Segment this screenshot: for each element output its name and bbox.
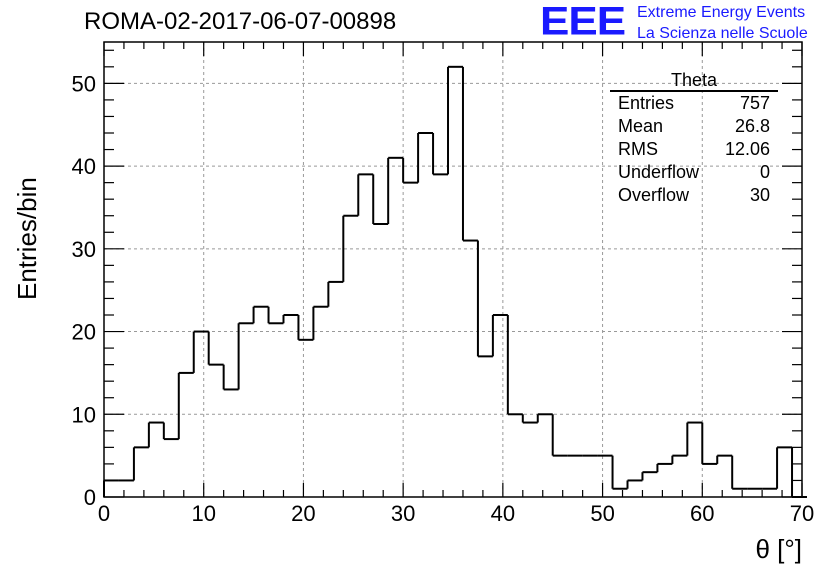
x-tick-label: 40 — [491, 501, 515, 526]
x-tick-label: 0 — [98, 501, 110, 526]
x-tick-label: 50 — [590, 501, 614, 526]
histogram-bin — [267, 306, 284, 325]
plot-frame — [103, 41, 803, 498]
histogram-bin — [387, 156, 404, 224]
histogram-bin — [252, 305, 269, 324]
eee-logo: EEE — [540, 0, 626, 44]
histogram-bin — [476, 240, 493, 358]
histogram-bin — [611, 455, 628, 490]
histogram-bin — [626, 479, 643, 489]
histogram-bin — [491, 314, 508, 357]
histogram-bin — [686, 421, 703, 456]
y-tick-label: 20 — [72, 320, 96, 345]
histogram-bin — [297, 315, 314, 341]
histogram-bin — [162, 422, 179, 441]
x-tick-label: 70 — [790, 501, 814, 526]
histogram-bin — [432, 133, 449, 176]
x-axis-label: θ [°] — [755, 534, 802, 564]
x-tick-label: 10 — [191, 501, 215, 526]
histogram-bin — [641, 471, 658, 481]
y-tick-label: 0 — [84, 485, 96, 510]
x-tick-label: 30 — [391, 501, 415, 526]
stats-value: 0 — [759, 162, 770, 182]
histogram-bin — [327, 280, 344, 307]
histogram-bin — [192, 330, 209, 373]
y-tick-label: 40 — [72, 154, 96, 179]
stats-label: RMS — [618, 139, 658, 159]
stats-label: Entries — [618, 93, 675, 113]
stats-label: Overflow — [618, 185, 690, 205]
histogram-bin — [222, 364, 239, 391]
histogram-bin — [656, 462, 673, 473]
histogram-bin — [776, 446, 793, 489]
y-tick-label: 50 — [72, 71, 96, 96]
histogram-bin — [417, 132, 434, 183]
histogram-bin — [372, 174, 389, 225]
stats-value: 12.06 — [724, 139, 770, 159]
histogram-bin — [551, 414, 568, 457]
histogram-bin — [282, 314, 299, 324]
histogram-bin — [103, 479, 119, 497]
logo-line-1: Extreme Energy Events — [637, 4, 806, 21]
stats-row: Overflow 30 — [610, 184, 778, 207]
histogram-bin — [461, 66, 478, 242]
histogram-bin — [147, 421, 164, 448]
histogram-bin — [357, 173, 374, 216]
histogram-bin — [132, 446, 149, 481]
histogram-bin — [177, 371, 194, 440]
histogram-bin — [402, 157, 419, 184]
histogram-bin — [671, 454, 688, 464]
histogram-bin — [207, 331, 224, 366]
stats-label: Mean — [618, 116, 664, 136]
stats-box: Theta Entries 757 Mean 26.8 RMS 12.06 Un… — [610, 70, 778, 207]
stats-row: Underflow 0 — [610, 161, 778, 184]
stats-value: 26.8 — [734, 116, 770, 136]
stats-row: Entries 757 — [610, 92, 778, 115]
histogram-bin — [731, 455, 748, 490]
y-tick-label: 30 — [72, 237, 96, 262]
x-tick-label: 20 — [291, 501, 315, 526]
chart-title: ROMA-02-2017-06-07-00898 — [84, 8, 397, 35]
x-tick-label: 60 — [690, 501, 714, 526]
histogram-bin — [312, 305, 329, 340]
histogram-bin — [237, 322, 254, 390]
stats-row: Mean 26.8 — [610, 115, 778, 138]
stats-title: Theta — [610, 70, 778, 92]
stats-row: RMS 12.06 — [610, 138, 778, 161]
y-tick-label: 10 — [72, 402, 96, 427]
stats-value: 30 — [749, 185, 770, 205]
stats-label: Underflow — [618, 162, 700, 182]
stats-value: 757 — [739, 93, 770, 113]
histogram-bin — [536, 413, 553, 423]
histogram-bin — [521, 414, 538, 424]
histogram-bin — [447, 65, 463, 175]
histogram-bin — [701, 422, 718, 465]
y-axis-label: Entries/bin — [12, 177, 42, 300]
logo-line-2: La Scienza nelle Scuole — [637, 25, 808, 42]
histogram-bin — [342, 214, 359, 282]
histogram-bin — [506, 315, 523, 416]
histogram-bin — [716, 454, 733, 464]
histogram-bin — [791, 447, 807, 498]
